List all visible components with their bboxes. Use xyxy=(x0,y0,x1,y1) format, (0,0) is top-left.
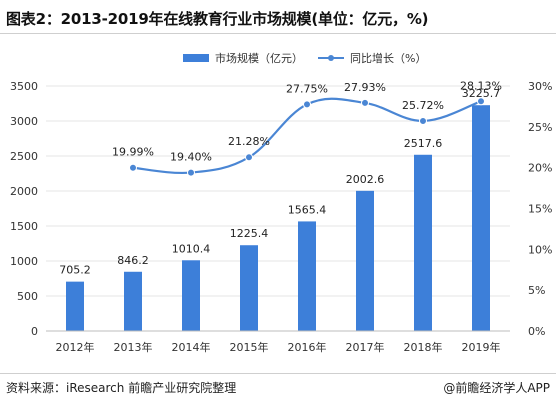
right-tick-label: 0% xyxy=(528,325,545,338)
left-tick-label: 1000 xyxy=(10,255,38,268)
source-note: 资料来源：iResearch 前瞻产业研究院整理 xyxy=(6,381,237,395)
left-tick-label: 0 xyxy=(31,325,38,338)
bar-value-label: 1565.4 xyxy=(288,203,327,216)
growth-point xyxy=(419,116,427,125)
bar xyxy=(472,105,490,332)
x-tick-label: 2019年 xyxy=(462,340,501,354)
growth-point xyxy=(187,168,195,177)
left-tick-label: 2000 xyxy=(10,185,38,198)
growth-point xyxy=(245,153,253,162)
x-tick-label: 2012年 xyxy=(56,340,95,354)
left-axis: 0 500 1000 1500 2000 2500 3000 3500 xyxy=(10,80,38,338)
footer-divider xyxy=(0,373,556,374)
x-tick-label: 2014年 xyxy=(172,340,211,354)
right-tick-label: 20% xyxy=(528,162,552,175)
x-tick-label: 2015年 xyxy=(230,340,269,354)
right-axis: 0% 5% 10% 15% 20% 25% 30% xyxy=(528,80,552,338)
growth-point xyxy=(477,97,485,106)
growth-value-label: 21.28% xyxy=(228,135,270,148)
bar xyxy=(124,271,142,331)
bar xyxy=(182,260,200,331)
legend-line-marker xyxy=(328,55,334,61)
left-tick-label: 500 xyxy=(17,290,38,303)
gridlines xyxy=(46,85,510,297)
credit-note: @前瞻经济学人APP xyxy=(443,381,550,395)
line-series: 19.99% 19.40% 21.28% 27.75% 27.93% 25.72% 28.1… xyxy=(112,79,502,177)
x-tick-label: 2017年 xyxy=(346,340,385,354)
bar-value-label: 846.2 xyxy=(117,254,149,267)
growth-point xyxy=(303,100,311,109)
right-tick-label: 30% xyxy=(528,80,552,93)
bar-series: 705.2 846.2 1010.4 1225.4 1565.4 2002.6 2517.6… xyxy=(59,87,501,332)
growth-value-label: 28.13% xyxy=(460,79,502,92)
title-divider xyxy=(0,33,556,34)
legend-line-label: 同比增长（%） xyxy=(350,51,426,65)
x-axis: 2012年 2013年 2014年 2015年 2016年 2017年 2018年 2019年 xyxy=(46,330,510,354)
left-tick-label: 2500 xyxy=(10,150,38,163)
chart-title: 图表2：2013-2019年在线教育行业市场规模(单位：亿元，%) xyxy=(6,10,429,28)
bar-value-label: 1225.4 xyxy=(230,227,269,240)
bar-value-label: 3225.7 xyxy=(462,87,501,100)
right-tick-label: 15% xyxy=(528,203,552,216)
bar-value-label: 2002.6 xyxy=(346,173,385,186)
growth-value-label: 27.75% xyxy=(286,82,328,95)
bar-value-label: 2517.6 xyxy=(404,137,443,150)
right-tick-label: 5% xyxy=(528,284,545,297)
growth-value-label: 27.93% xyxy=(344,81,386,94)
growth-value-label: 19.40% xyxy=(170,151,212,164)
bar-value-label: 705.2 xyxy=(59,264,91,277)
bar xyxy=(298,221,316,331)
legend-bar-swatch xyxy=(183,54,209,62)
growth-point xyxy=(129,163,137,172)
left-tick-label: 1500 xyxy=(10,220,38,233)
legend-bar-label: 市场规模（亿元） xyxy=(215,51,303,65)
combo-chart: 0 500 1000 1500 2000 2500 3000 3500 0% 5% 10% 15% 2… xyxy=(10,51,552,354)
left-tick-label: 3500 xyxy=(10,80,38,93)
legend: 市场规模（亿元） 同比增长（%） xyxy=(183,51,426,65)
left-tick-label: 3000 xyxy=(10,115,38,128)
growth-value-label: 25.72% xyxy=(402,99,444,112)
right-tick-label: 25% xyxy=(528,121,552,134)
x-tick-label: 2018年 xyxy=(404,340,443,354)
bar xyxy=(414,154,432,331)
x-tick-label: 2013年 xyxy=(114,340,153,354)
right-tick-label: 10% xyxy=(528,243,552,256)
bar xyxy=(240,245,258,331)
growth-point xyxy=(361,98,369,107)
bar xyxy=(356,190,374,331)
bar xyxy=(66,281,84,331)
bar-value-label: 1010.4 xyxy=(172,242,211,255)
x-tick-label: 2016年 xyxy=(288,340,327,354)
growth-value-label: 19.99% xyxy=(112,146,154,159)
